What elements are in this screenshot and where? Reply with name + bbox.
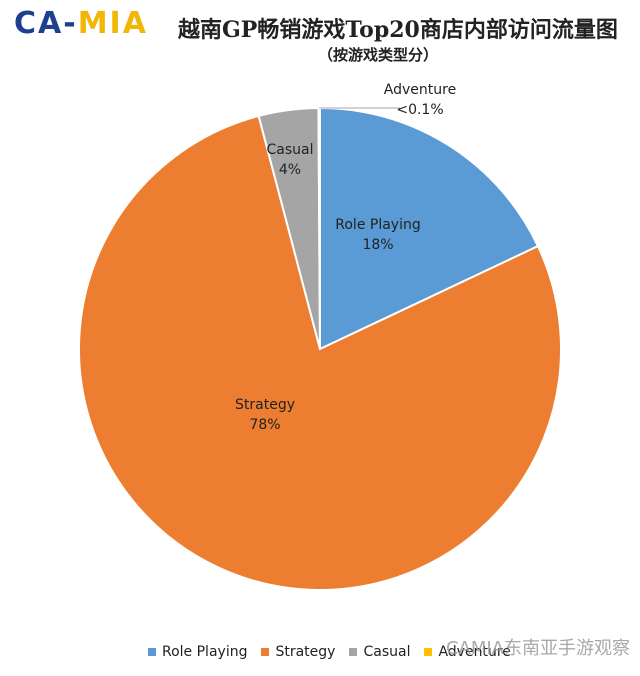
slice-value-label: 4% [279, 162, 301, 178]
legend-swatch [261, 648, 270, 656]
legend-label: Strategy [275, 644, 336, 660]
legend: Role Playing Strategy Casual Adventure [148, 644, 511, 660]
legend-swatch [349, 648, 358, 656]
pie-slice-strategy [78, 114, 562, 591]
slice-name-label: Role Playing [335, 217, 420, 233]
slice-name-label: Strategy [235, 397, 295, 413]
slice-name-label: Adventure [384, 82, 456, 98]
legend-item-adventure: Adventure [424, 644, 511, 660]
legend-item-strategy: Strategy [261, 644, 335, 660]
chart-title: 越南GP畅销游戏Top20商店内部访问流量图 [178, 17, 618, 43]
watermark: CAMIA东南亚手游观察 [445, 638, 630, 659]
legend-item-role-playing: Role Playing [148, 644, 247, 660]
slice-value-label: <0.1% [396, 102, 443, 118]
chart-subtitle: （按游戏类型分） [318, 46, 439, 64]
legend-item-casual: Casual [349, 644, 410, 660]
legend-swatch [148, 648, 156, 656]
camia-logo: CA-MIA [14, 6, 148, 41]
slice-name-label: Casual [267, 142, 314, 158]
pie-slice-role-playing [319, 106, 540, 351]
legend-swatch [424, 648, 433, 656]
legend-label: Casual [363, 644, 411, 660]
legend-label: Adventure [438, 644, 511, 660]
pie-slices [78, 106, 562, 591]
slice-value-label: 78% [249, 417, 280, 433]
slice-value-label: 18% [362, 237, 393, 253]
pie-labels: Role Playing 18% Strategy 78% Casual 4% Advent… [235, 82, 456, 433]
legend-label: Role Playing [162, 644, 248, 660]
